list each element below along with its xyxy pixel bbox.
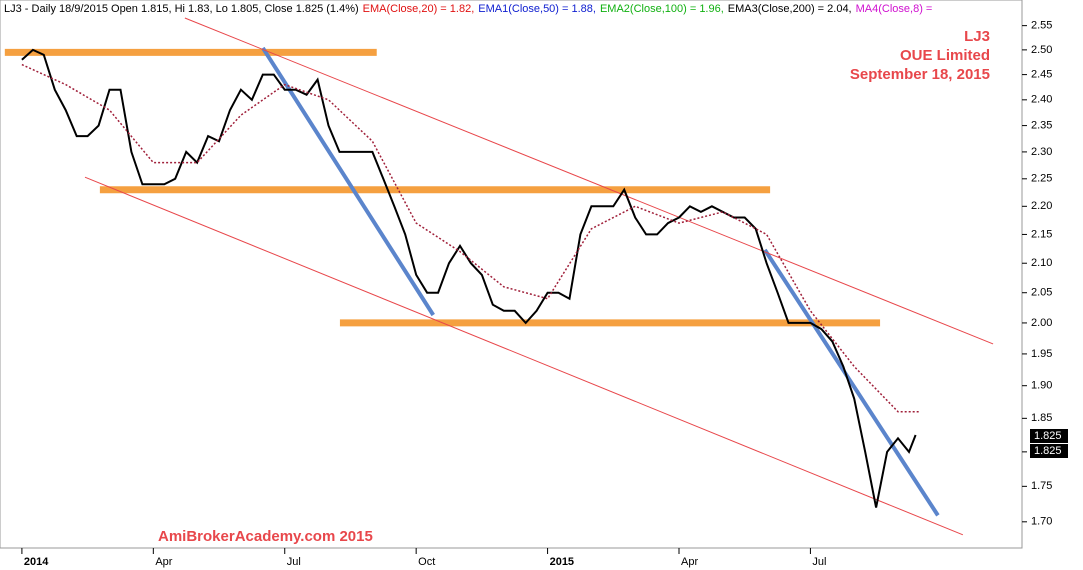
y-tick-label: 2.20 [1031, 200, 1052, 212]
header-text: LJ3 - Daily 18/9/2015 Open 1.815, Hi 1.8… [4, 3, 359, 15]
y-tick-label: 1.75 [1031, 480, 1052, 492]
price-tag: 1.825 [1034, 430, 1062, 442]
chart-subtitle: OUE Limited [900, 47, 990, 64]
header-text: EMA1(Close,50) = 1.88, [478, 3, 596, 15]
plot-area [0, 0, 1023, 549]
trend-line [763, 248, 940, 517]
price-line [21, 48, 917, 508]
chart-date: September 18, 2015 [850, 66, 990, 83]
y-tick-label: 2.45 [1031, 69, 1052, 81]
x-tick-label: 2015 [550, 556, 574, 568]
header-text: EMA3(Close,200) = 2.04, [728, 3, 852, 15]
y-tick-label: 2.25 [1031, 173, 1052, 185]
x-tick-label: Jul [812, 556, 826, 568]
y-tick-label: 1.90 [1031, 380, 1052, 392]
y-tick-label: 2.35 [1031, 119, 1052, 131]
chart-title: LJ3 [964, 28, 990, 45]
x-tick-label: Apr [155, 556, 172, 568]
y-tick-label: 1.95 [1031, 348, 1052, 360]
trend-line [261, 46, 435, 317]
y-tick-label: 2.00 [1031, 317, 1052, 329]
y-tick-label: 2.50 [1031, 44, 1052, 56]
header-text: EMA2(Close,100) = 1.96, [600, 3, 724, 15]
y-tick-label: 2.30 [1031, 146, 1052, 158]
x-tick-label: Apr [681, 556, 698, 568]
y-tick-label: 2.40 [1031, 94, 1052, 106]
x-tick-label: 2014 [24, 556, 49, 568]
watermark: AmiBrokerAcademy.com 2015 [158, 528, 373, 545]
trend-line [84, 176, 964, 536]
y-tick-label: 2.05 [1031, 287, 1052, 299]
trend-line [184, 17, 994, 345]
header-text: EMA(Close,20) = 1.82, [363, 3, 475, 15]
y-tick-label: 1.85 [1031, 412, 1052, 424]
price-tag: 1.825 [1034, 445, 1062, 457]
price-tag-box [1030, 444, 1068, 458]
y-tick-label: 1.70 [1031, 516, 1052, 528]
y-tick-label: 2.15 [1031, 228, 1052, 240]
x-tick-label: Jul [287, 556, 301, 568]
y-tick-label: 2.55 [1031, 20, 1052, 32]
y-tick-label: 2.10 [1031, 257, 1052, 269]
price-tag-box [1030, 429, 1068, 443]
header-text: MA4(Close,8) = [856, 3, 933, 15]
price-line [21, 63, 920, 413]
x-tick-label: Oct [418, 556, 435, 568]
